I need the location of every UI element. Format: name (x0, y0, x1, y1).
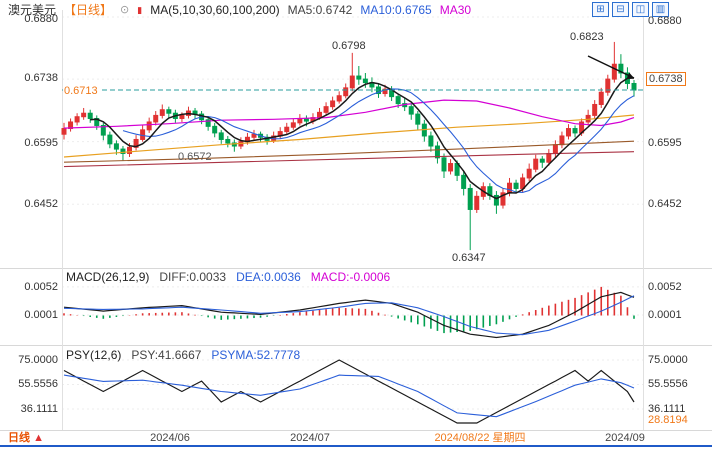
psy-header: PSY(12,6) PSY:41.6667 PSYMA:52.7778 (66, 349, 300, 362)
macd-axis-label: 0.0001 (648, 309, 682, 321)
main-chart-header: 澳元美元 【日线】 ⊙ ▮ MA(5,10,30,60,100,200) MA5… (8, 3, 471, 17)
ma10-value-label: MA10:0.6765 (360, 3, 432, 17)
macd-diff-label: DIFF:0.0033 (159, 270, 227, 284)
psy-axis-label: 55.5556 (18, 378, 58, 390)
price-axis-label: 0.6880 (648, 15, 682, 27)
chart-toolbar: ⊞ ⊟ ◫ ▥ (592, 2, 669, 17)
split-view-icon[interactable]: ◫ (632, 2, 649, 17)
price-axis-label: 0.6880 (24, 13, 58, 25)
current-price-tag-left: 0.6713 (63, 85, 99, 97)
psy-axis-label: 75.0000 (18, 354, 58, 366)
psy-axis-label: 55.5556 (648, 378, 688, 390)
macd-axis-label: 0.0052 (648, 281, 682, 293)
period-selector-label: 日线 (8, 432, 30, 444)
peak-price-annotation: 0.6798 (332, 40, 366, 52)
psy-value-label: PSY:41.6667 (131, 348, 202, 362)
chart-settings-icon[interactable]: ⊙ (120, 4, 130, 16)
ma5-value-label: MA5:0.6742 (287, 3, 353, 17)
date-label: 2024/07 (290, 432, 330, 444)
price-axis-label: 0.6452 (648, 198, 682, 210)
current-price-tag-right: 0.6738 (646, 72, 686, 86)
macd-header: MACD(26,12,9) DIFF:0.0033 DEA:0.0036 MAC… (66, 271, 390, 284)
price-axis-label: 0.6738 (24, 72, 58, 84)
macd-name-label: MACD(26,12,9) (66, 270, 150, 284)
psy-current-tag: 28.8194 (648, 414, 688, 426)
date-label: 2024/09 (605, 432, 645, 444)
macd-axis-label: 0.0052 (24, 281, 58, 293)
date-label-selected: 2024/08/22 星期四 (434, 432, 526, 444)
psy-name-label: PSY(12,6) (66, 348, 122, 362)
macd-axis-label: 0.0001 (24, 309, 58, 321)
price-axis-label: 0.6452 (24, 198, 58, 210)
psy-axis-label: 36.1111 (648, 403, 686, 415)
psy-axis-label: 36.1111 (20, 403, 58, 415)
price-axis-label: 0.6595 (24, 137, 58, 149)
macd-value-label: MACD:-0.0006 (310, 270, 391, 284)
recent-high-annotation: 0.6823 (570, 31, 604, 43)
low-price-annotation: 0.6347 (452, 252, 486, 264)
up-triangle-icon: ▲ (33, 432, 44, 444)
psy-axis-label: 75.0000 (648, 354, 688, 366)
candlestick-mini-icon: ▮ (137, 5, 143, 15)
period-selector[interactable]: 日线 ▲ (8, 432, 44, 444)
panel-view-icon[interactable]: ▥ (652, 2, 669, 17)
psyma-value-label: PSYMA:52.7778 (211, 348, 301, 362)
grid-layout-icon[interactable]: ⊞ (592, 2, 609, 17)
macd-dea-label: DEA:0.0036 (236, 270, 301, 284)
period-tag[interactable]: 【日线】 (64, 3, 113, 17)
compare-layout-icon[interactable]: ⊟ (612, 2, 629, 17)
ma30-value-label: MA30 (439, 3, 472, 17)
ma-value-annotation: 0.6572 (178, 151, 212, 163)
symbol-name: 澳元美元 (8, 3, 57, 17)
ma-group-label: MA(5,10,30,60,100,200) (150, 3, 280, 17)
price-axis-label: 0.6595 (648, 137, 682, 149)
date-label: 2024/06 (150, 432, 190, 444)
